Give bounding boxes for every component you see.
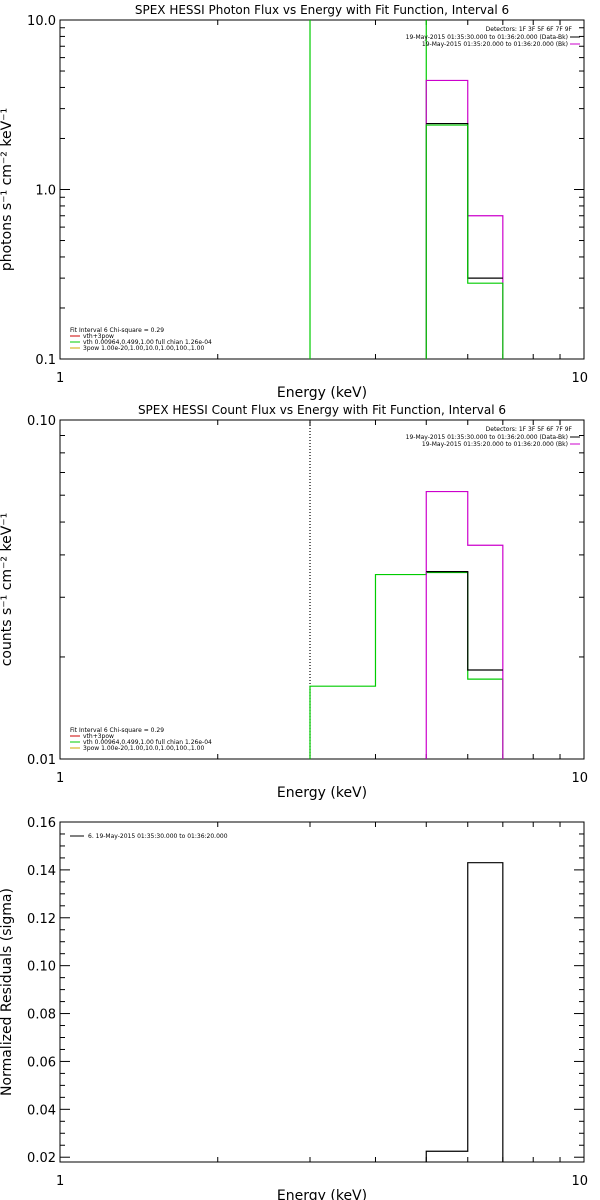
legend-header: Detectors: 1F 3F 5F 6F 7F 9F [486, 26, 573, 33]
y-tick-label: 0.04 [27, 1103, 56, 1118]
legend-header: Fit Interval 6 Chi-square = 0.29 [70, 727, 164, 734]
legend-top: 6. 19-May-2015 01:35:30.000 to 01:36:20.… [70, 833, 228, 840]
x-axis-label: Energy (keV) [277, 785, 367, 801]
plot-frame [59, 19, 585, 360]
legend-header: Detectors: 1F 3F 5F 6F 7F 9F [486, 426, 573, 433]
plot-frame [59, 821, 585, 1163]
y-tick-label: 0.10 [27, 960, 56, 975]
x-tick-label: 10 [571, 771, 588, 786]
y-axis-label: photons s⁻¹ cm⁻² keV⁻¹ [0, 108, 15, 271]
x-tick-label: 10 [571, 371, 588, 386]
chart-panel-2: 1 10 0.01 0.10 SPEX HESSI Count Flux vs Ener… [0, 403, 588, 801]
legend-entry-label: 19-May-2015 01:35:20.000 to 01:36:20.000… [422, 441, 568, 448]
y-tick-label: 0.02 [27, 1151, 56, 1166]
series-line-3 [425, 79, 504, 359]
legend-entry-label: 3pow 1.00e-20,1.00,10.0,1.00,100.,1.00 [83, 345, 204, 352]
y-tick-label: 0.14 [27, 864, 56, 879]
y-tick-label: 10.0 [27, 14, 56, 29]
legend-top: Detectors: 1F 3F 5F 6F 7F 9F19-May-2015 … [406, 426, 580, 448]
y-tick-label: 0.06 [27, 1055, 56, 1070]
series-line-1 [425, 862, 504, 1162]
series-line-4 [426, 122, 503, 279]
legend-entry-label: 6. 19-May-2015 01:35:30.000 to 01:36:20.… [88, 833, 228, 840]
x-tick-label: 1 [56, 771, 64, 786]
y-axis-label: Normalized Residuals (sigma) [0, 888, 15, 1096]
legend-entry-label: vth 0.00964,0.499,1.00 full chian 1.26e-… [83, 739, 212, 746]
chart-title: SPEX HESSI Count Flux vs Energy with Fit… [138, 403, 506, 417]
legend-entry-label: vth+3pow [83, 733, 114, 740]
y-tick-label: 0.16 [27, 816, 56, 831]
legend-entry-label: 19-May-2015 01:35:30.000 to 01:36:20.000… [406, 434, 568, 441]
legend-header: Fit Interval 6 Chi-square = 0.29 [70, 327, 164, 334]
x-axis-label: Energy (keV) [277, 385, 367, 401]
y-tick-label: 0.08 [27, 1008, 56, 1023]
legend-entry-label: 19-May-2015 01:35:30.000 to 01:36:20.000… [406, 34, 568, 41]
y-tick-label: 0.1 [35, 353, 56, 368]
y-axis-label: counts s⁻¹ cm⁻² keV⁻¹ [0, 513, 15, 667]
legend-bottom: Fit Interval 6 Chi-square = 0.29vth+3pow… [70, 727, 212, 752]
y-tick-label: 0.10 [27, 414, 56, 429]
legend-entry-label: 3pow 1.00e-20,1.00,10.0,1.00,100.,1.00 [83, 745, 204, 752]
y-tick-label: 0.12 [27, 912, 56, 927]
legend-entry-label: 19-May-2015 01:35:20.000 to 01:36:20.000… [422, 41, 568, 48]
x-tick-label: 1 [56, 1174, 64, 1189]
series-line-3 [425, 490, 504, 759]
chart-panel-3: 1 10 0.02 0.04 0.06 0.08 0.10 0.12 0.14 0.16 Energ… [0, 816, 588, 1200]
x-tick-label: 1 [56, 371, 64, 386]
chart-panel-1: 1 10 0.1 1.0 10.0 SPEX HESSI Photon Flux vs E… [0, 3, 588, 401]
x-tick-label: 10 [571, 1174, 588, 1189]
legend-entry-label: vth+3pow [83, 333, 114, 340]
y-tick-label: 1.0 [35, 184, 56, 199]
legend-bottom: Fit Interval 6 Chi-square = 0.29vth+3pow… [70, 327, 212, 352]
legend-entry-label: vth 0.00964,0.499,1.00 full chian 1.26e-… [83, 339, 212, 346]
y-tick-label: 0.01 [27, 753, 56, 768]
series-line-4 [426, 571, 503, 671]
x-axis-label: Energy (keV) [277, 1188, 367, 1200]
chart-title: SPEX HESSI Photon Flux vs Energy with Fi… [135, 3, 509, 17]
series-line-2 [309, 571, 504, 759]
series-line-5 [425, 124, 504, 359]
legend-top: Detectors: 1F 3F 5F 6F 7F 9F19-May-2015 … [406, 26, 580, 48]
plot-frame [59, 419, 585, 760]
